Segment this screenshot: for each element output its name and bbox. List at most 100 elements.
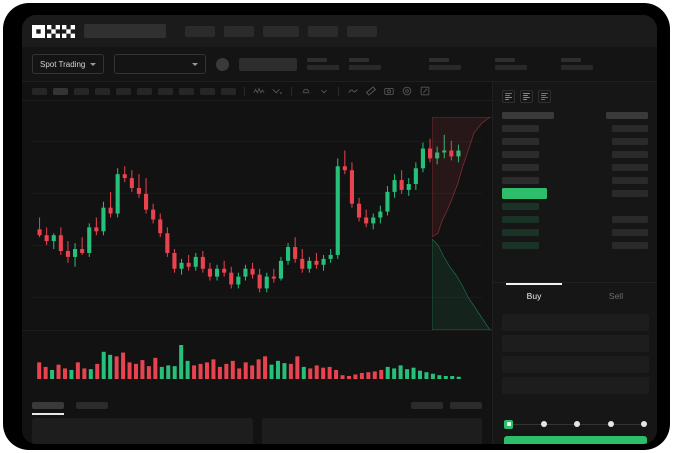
orderbook-ask-row[interactable]: [502, 174, 648, 187]
market-type-label: Spot Trading: [40, 59, 86, 69]
settings-gear-icon[interactable]: [401, 85, 413, 97]
orderbook-amount: [612, 151, 648, 158]
ruler-icon[interactable]: [365, 85, 377, 97]
bottom-action-2[interactable]: [450, 401, 482, 409]
volume-chart-panel[interactable]: [22, 330, 492, 392]
orderbook-amount: [612, 229, 648, 236]
tab-sell[interactable]: Sell: [575, 283, 657, 308]
search-input[interactable]: [84, 24, 166, 38]
camera-icon[interactable]: [383, 85, 395, 97]
pair-selector[interactable]: [114, 54, 207, 74]
orderbook-spread-row[interactable]: [502, 187, 648, 200]
orderbook-price: [502, 164, 539, 171]
ticker-stat-label: [561, 58, 582, 62]
order-extra-field[interactable]: [502, 377, 649, 394]
chevron-down-icon[interactable]: [318, 85, 330, 97]
orderbook-bid-row[interactable]: [502, 239, 648, 252]
timeframe-button-2[interactable]: [53, 87, 68, 95]
bottom-tab-1[interactable]: [32, 401, 64, 415]
orderbook-amount: [612, 164, 648, 171]
fullscreen-icon[interactable]: [419, 85, 431, 97]
slider-step-4[interactable]: [607, 421, 614, 427]
slider-step-3[interactable]: [574, 421, 580, 427]
slider-step-2[interactable]: [540, 421, 547, 427]
timeframe-button-7[interactable]: [158, 87, 173, 95]
orderbook-mode-buy-icon[interactable]: [520, 90, 533, 103]
timeframe-button-8[interactable]: [179, 87, 194, 95]
order-book-panel: Buy Sell: [492, 82, 657, 444]
chart-toolbar: [22, 82, 492, 101]
market-type-selector[interactable]: Spot Trading: [32, 54, 105, 74]
bottom-tab-actions: [411, 401, 482, 409]
submit-order-button[interactable]: [504, 436, 647, 444]
orderbook-mode-both-icon[interactable]: [502, 90, 515, 103]
timeframe-button-10[interactable]: [221, 87, 236, 95]
tab-sell-label: Sell: [608, 291, 624, 301]
device-frame: Spot Trading: [3, 3, 670, 450]
line-chart-icon[interactable]: [347, 85, 359, 97]
orderbook-price: [502, 203, 539, 210]
order-book-rows[interactable]: [493, 109, 657, 252]
ticker-stat-5: [561, 58, 594, 70]
order-price-field[interactable]: [502, 314, 649, 331]
orderbook-depth-overlay: [432, 117, 492, 330]
orderbook-price: [502, 229, 539, 236]
nav-item-3[interactable]: [263, 25, 299, 37]
nav-item-1[interactable]: [185, 25, 215, 37]
tab-buy[interactable]: Buy: [493, 283, 575, 308]
chart-gridline: [32, 297, 482, 298]
orderbook-ask-row[interactable]: [502, 122, 648, 135]
orderbook-price: [502, 242, 539, 249]
toolbar-divider: [338, 86, 339, 96]
timeframe-button-6[interactable]: [137, 87, 152, 95]
top-navigation-bar: [22, 15, 657, 47]
ticker-stat-3: [429, 58, 462, 70]
orderbook-ask-row[interactable]: [502, 148, 648, 161]
indicator-icon[interactable]: [253, 85, 265, 97]
nav-item-5[interactable]: [347, 25, 377, 37]
ticker-stat-value: [561, 65, 594, 70]
order-total-field[interactable]: [502, 356, 649, 373]
ticker-stat-label: [429, 58, 450, 62]
orderbook-price: [502, 151, 539, 158]
orderbook-mode-sell-icon[interactable]: [538, 90, 551, 103]
orderbook-bid-row[interactable]: [502, 200, 648, 213]
bottom-cards-row: [22, 418, 492, 444]
orderbook-bid-row[interactable]: [502, 226, 648, 239]
timeframe-button-9[interactable]: [200, 87, 215, 95]
tab-buy-label: Buy: [526, 291, 542, 301]
orderbook-bid-row[interactable]: [502, 213, 648, 226]
orderbook-amount: [612, 242, 648, 249]
bottom-card-1[interactable]: [32, 418, 253, 444]
timeframe-button-1[interactable]: [32, 87, 47, 95]
bottom-tab-bar: [22, 392, 492, 418]
bottom-action-1[interactable]: [411, 401, 443, 409]
orderbook-ask-row[interactable]: [502, 161, 648, 174]
pair-avatar: [216, 57, 230, 71]
app-screen: Spot Trading: [22, 15, 657, 444]
order-amount-field[interactable]: [502, 335, 649, 352]
okx-logo[interactable]: [32, 24, 75, 38]
slider-step-5[interactable]: [641, 421, 647, 427]
nav-item-4[interactable]: [308, 25, 338, 37]
candlestick-series: [37, 134, 461, 293]
orderbook-price: [502, 138, 539, 145]
price-chart-panel[interactable]: [22, 101, 492, 330]
alert-icon[interactable]: [300, 85, 312, 97]
amount-percent-slider[interactable]: [504, 419, 647, 429]
ticker-stat-2: [349, 58, 382, 70]
ticker-stat-4: [495, 58, 528, 70]
orderbook-ask-row[interactable]: [502, 135, 648, 148]
bottom-tab-2[interactable]: [76, 401, 108, 409]
orderbook-header-row: [502, 109, 648, 122]
timeframe-button-3[interactable]: [74, 87, 89, 95]
timeframe-button-4[interactable]: [95, 87, 110, 95]
ticker-stat-label: [307, 58, 328, 62]
ticker-stat-1: [307, 58, 340, 70]
compare-icon[interactable]: [271, 85, 283, 97]
slider-handle[interactable]: [504, 419, 513, 429]
nav-item-2[interactable]: [224, 25, 254, 37]
timeframe-button-5[interactable]: [116, 87, 131, 95]
bottom-card-2[interactable]: [261, 418, 482, 444]
orderbook-spread-price: [502, 188, 547, 199]
